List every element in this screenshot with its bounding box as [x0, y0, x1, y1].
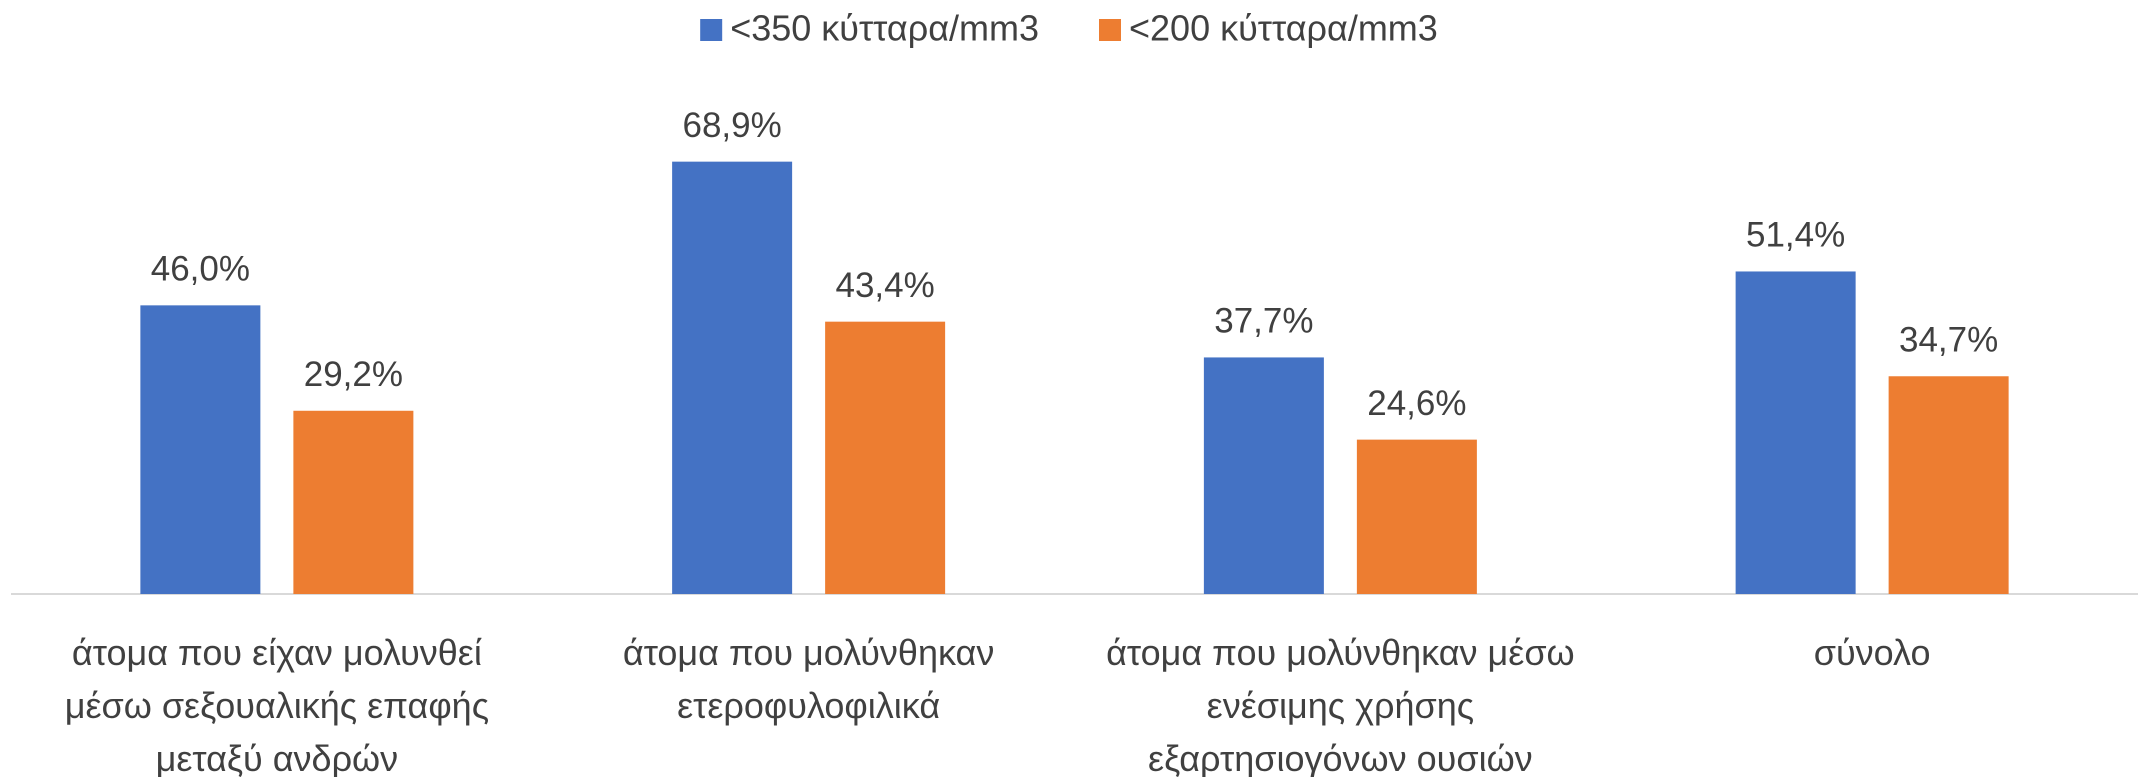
legend-swatch	[1099, 19, 1121, 41]
data-label: 34,7%	[1899, 321, 1998, 360]
data-label: 46,0%	[151, 250, 250, 289]
bar	[672, 161, 793, 594]
x-tick-label: άτομα που μολύνθηκαν μέσω ενέσιμης χρήση…	[1106, 632, 1575, 777]
data-label: 37,7%	[1214, 302, 1313, 341]
x-tick-label: άτομα που μολύνθηκαν ετεροφυλοφιλικά	[622, 632, 995, 726]
bar	[293, 410, 414, 594]
x-tick-label: άτομα που είχαν μολυνθεί μέσω σεξουαλική…	[64, 632, 490, 777]
legend-label: <350 κύτταρα/mm3	[730, 8, 1039, 49]
data-label: 24,6%	[1367, 384, 1466, 423]
data-label: 29,2%	[304, 355, 403, 394]
legend-swatch	[700, 19, 723, 41]
data-label: 43,4%	[836, 266, 935, 305]
bar	[140, 305, 261, 594]
bar	[1203, 357, 1324, 594]
bar	[825, 321, 946, 594]
bar	[1735, 271, 1856, 594]
x-tick-label: σύνολο	[1813, 632, 1931, 673]
bar	[1356, 439, 1477, 594]
bar	[1888, 376, 2009, 594]
legend-label: <200 κύτταρα/mm3	[1129, 8, 1438, 49]
data-label: 51,4%	[1746, 216, 1845, 255]
data-label: 68,9%	[683, 106, 782, 145]
